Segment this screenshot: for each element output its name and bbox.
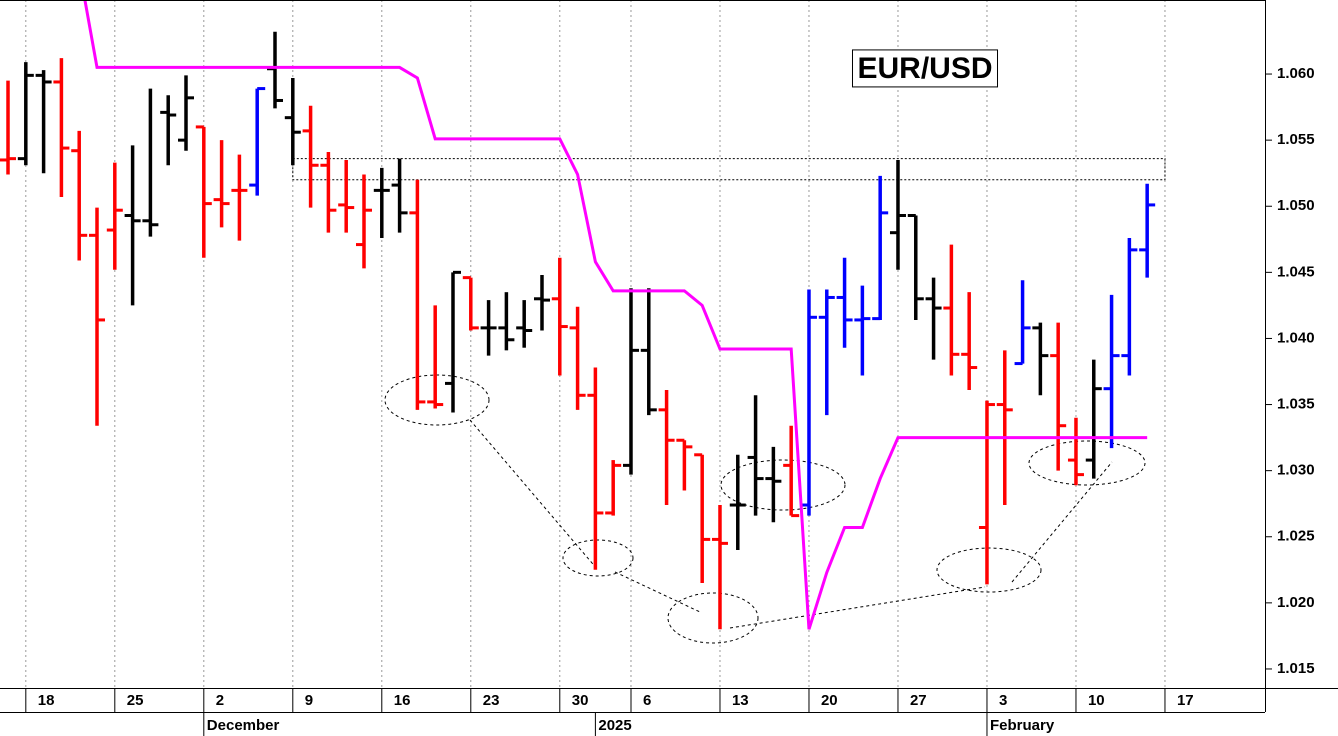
stop-line <box>83 0 1148 630</box>
x-tick-label: 23 <box>483 692 500 709</box>
trend-line <box>729 586 986 629</box>
trend-line <box>469 419 599 571</box>
x-tick-label: 9 <box>305 692 313 709</box>
annotations <box>384 374 1146 644</box>
y-tick-label: 1.060 <box>1277 65 1315 82</box>
low-ellipse <box>562 539 634 577</box>
chart-title: EUR/USD <box>857 52 992 85</box>
x-tick-label: 18 <box>38 692 55 709</box>
x-tick-label: 27 <box>910 692 927 709</box>
x-tick-label: 3 <box>999 692 1007 709</box>
plot <box>0 0 1166 630</box>
resistance-zone <box>292 158 1166 181</box>
month-label: 2025 <box>598 717 631 734</box>
low-ellipse <box>1028 440 1146 486</box>
x-tick-label: 17 <box>1177 692 1194 709</box>
y-tick-label: 1.030 <box>1277 462 1315 479</box>
y-tick-label: 1.050 <box>1277 197 1315 214</box>
trend-line <box>614 571 701 613</box>
x-tick-label: 2 <box>216 692 224 709</box>
y-tick-label: 1.045 <box>1277 263 1315 280</box>
x-tick-label: 6 <box>643 692 651 709</box>
x-tick-label: 30 <box>572 692 589 709</box>
month-label: December <box>207 717 280 734</box>
month-label: February <box>990 717 1055 734</box>
grid <box>25 0 1166 688</box>
y-tick-label: 1.055 <box>1277 131 1315 148</box>
low-ellipse <box>936 547 1042 593</box>
low-ellipse <box>667 592 759 644</box>
x-tick-label: 20 <box>821 692 838 709</box>
trend-line <box>1011 461 1113 583</box>
y-tick-label: 1.040 <box>1277 329 1315 346</box>
x-tick-label: 25 <box>127 692 144 709</box>
y-tick-label: 1.035 <box>1277 396 1315 413</box>
y-tick-label: 1.025 <box>1277 528 1315 545</box>
x-tick-label: 10 <box>1088 692 1105 709</box>
low-ellipse <box>720 459 846 511</box>
x-tick-label: 16 <box>394 692 411 709</box>
low-ellipse <box>384 374 490 426</box>
title-box <box>851 49 999 88</box>
y-tick-label: 1.015 <box>1277 660 1315 677</box>
x-tick-label: 13 <box>732 692 749 709</box>
y-tick-label: 1.020 <box>1277 594 1315 611</box>
